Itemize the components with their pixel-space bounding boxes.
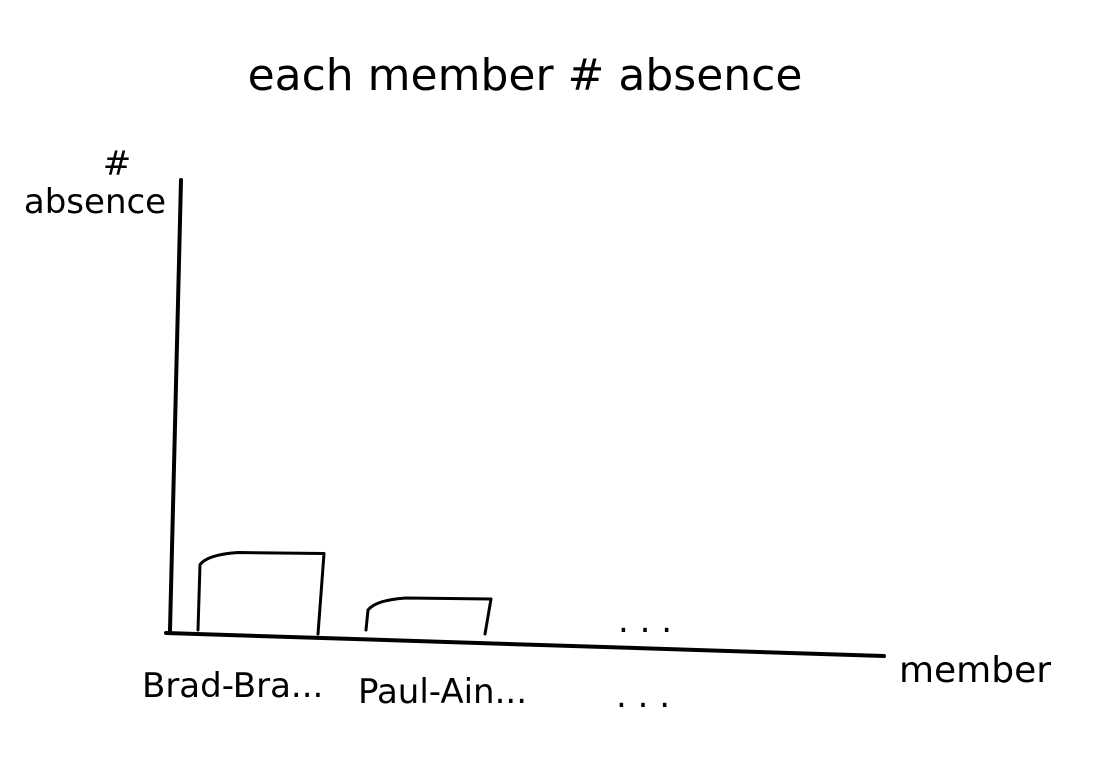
x-axis-line: [164, 631, 886, 658]
bar-series: [196, 551, 493, 636]
chart-title: each member # absence: [248, 50, 803, 101]
more-bars-ellipsis: . . .: [618, 601, 672, 641]
bar-2: [364, 596, 493, 636]
bar-1: [196, 551, 326, 636]
x-axis-label: member: [899, 650, 1051, 691]
category-label-2: Paul-Ain...: [358, 672, 527, 712]
y-axis-label-symbol: #: [103, 144, 132, 184]
category-label-1: Brad-Bra...: [142, 666, 323, 706]
y-axis-line: [168, 178, 183, 632]
y-axis-label: absence: [24, 182, 166, 222]
more-categories-ellipsis: . . .: [616, 676, 670, 716]
